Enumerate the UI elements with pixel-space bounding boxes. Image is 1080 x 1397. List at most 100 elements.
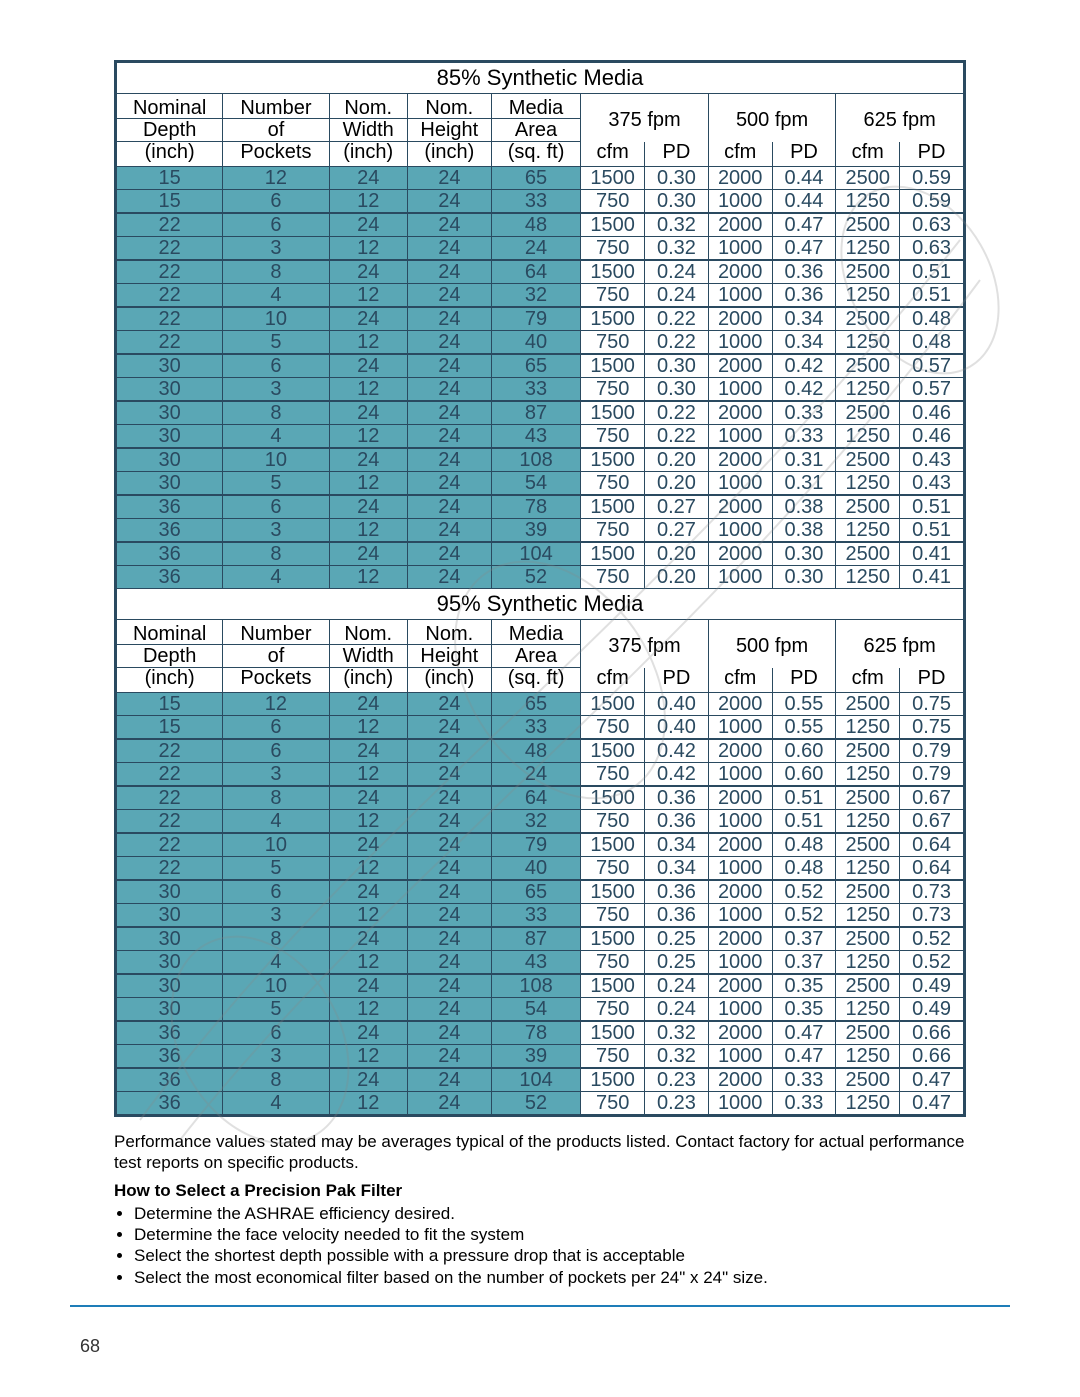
cell: 64 [491,786,581,810]
cell: 0.33 [772,401,836,425]
howto-bullet: Select the shortest depth possible with … [134,1245,966,1266]
cell: 10 [223,448,329,472]
cell: 0.31 [772,472,836,496]
cell: 12 [329,1092,407,1115]
cell: 1250 [836,857,900,881]
cell: 30 [117,472,223,496]
cell: 1500 [581,833,645,857]
cell: 1000 [708,237,772,261]
table-row: 3041224437500.2210000.3312500.46 [117,425,964,449]
cell: 1000 [708,810,772,834]
cell: 750 [581,331,645,355]
header-cell: Number [223,94,329,119]
table-row: 30624246515000.3620000.5225000.73 [117,880,964,904]
cell: 0.64 [900,833,964,857]
header-cell: 375 fpm [581,620,709,668]
cell: 1500 [581,739,645,763]
cell: 1000 [708,378,772,402]
cell: 24 [407,237,491,261]
cell: 1000 [708,284,772,308]
cell: 12 [329,998,407,1022]
cell: 24 [329,213,407,237]
table-row: 368242410415000.2020000.3025000.41 [117,542,964,566]
cell: 1500 [581,260,645,284]
cell: 24 [329,739,407,763]
cell: 2000 [708,213,772,237]
cell: 24 [407,167,491,190]
header-cell: Depth [117,645,223,668]
cell: 48 [491,739,581,763]
table-row: 30624246515000.3020000.4225000.57 [117,354,964,378]
cell: 0.25 [645,951,709,975]
cell: 64 [491,260,581,284]
cell: 0.44 [772,167,836,190]
cell: 1000 [708,1045,772,1069]
cell: 30 [117,378,223,402]
cell: 6 [223,213,329,237]
cell: 6 [223,190,329,214]
cell: 3 [223,378,329,402]
cell: 750 [581,237,645,261]
table-row: 368242410415000.2320000.3325000.47 [117,1068,964,1092]
cell: 78 [491,495,581,519]
cell: 1500 [581,1068,645,1092]
header-cell: of [223,119,329,142]
table-row: 3031224337500.3010000.4212500.57 [117,378,964,402]
table-row: 3051224547500.2010000.3112500.43 [117,472,964,496]
cell: 750 [581,998,645,1022]
cell: 0.30 [645,190,709,214]
cell: 79 [491,833,581,857]
cell: 48 [491,213,581,237]
cell: 2500 [836,260,900,284]
cell: 1500 [581,307,645,331]
cell: 1500 [581,880,645,904]
table-row: 3631224397500.2710000.3812500.51 [117,519,964,543]
cell: 24 [329,786,407,810]
cell: 0.46 [900,401,964,425]
cell: 2000 [708,693,772,716]
cell: 1250 [836,425,900,449]
table-row: 3031224337500.3610000.5212500.73 [117,904,964,928]
cell: 33 [491,378,581,402]
cell: 1500 [581,448,645,472]
cell: 24 [407,331,491,355]
cell: 2500 [836,542,900,566]
howto-bullet: Determine the ASHRAE efficiency desired. [134,1203,966,1224]
cell: 750 [581,472,645,496]
cell: 0.30 [645,167,709,190]
cell: 0.27 [645,495,709,519]
cell: 40 [491,331,581,355]
cell: 33 [491,190,581,214]
cell: 0.60 [772,763,836,787]
cell: 0.57 [900,378,964,402]
cell: 24 [407,425,491,449]
header-cell: PD [645,142,709,167]
cell: 2000 [708,927,772,951]
cell: 2500 [836,1068,900,1092]
cell: 15 [117,167,223,190]
header-cell: (inch) [407,142,491,167]
disclaimer-text: Performance values stated may be average… [114,1131,966,1174]
cell: 78 [491,1021,581,1045]
cell: 24 [407,833,491,857]
header-cell: (inch) [329,668,407,693]
cell: 0.75 [900,716,964,740]
cell: 108 [491,974,581,998]
cell: 0.42 [772,354,836,378]
cell: 0.20 [645,472,709,496]
cell: 2500 [836,307,900,331]
cell: 1500 [581,693,645,716]
cell: 0.57 [900,354,964,378]
cell: 12 [329,331,407,355]
cell: 12 [329,716,407,740]
cell: 30 [117,401,223,425]
cell: 12 [329,951,407,975]
cell: 0.59 [900,190,964,214]
cell: 750 [581,1092,645,1115]
cell: 65 [491,354,581,378]
cell: 6 [223,880,329,904]
cell: 54 [491,998,581,1022]
cell: 24 [407,401,491,425]
cell: 0.52 [772,880,836,904]
cell: 22 [117,763,223,787]
